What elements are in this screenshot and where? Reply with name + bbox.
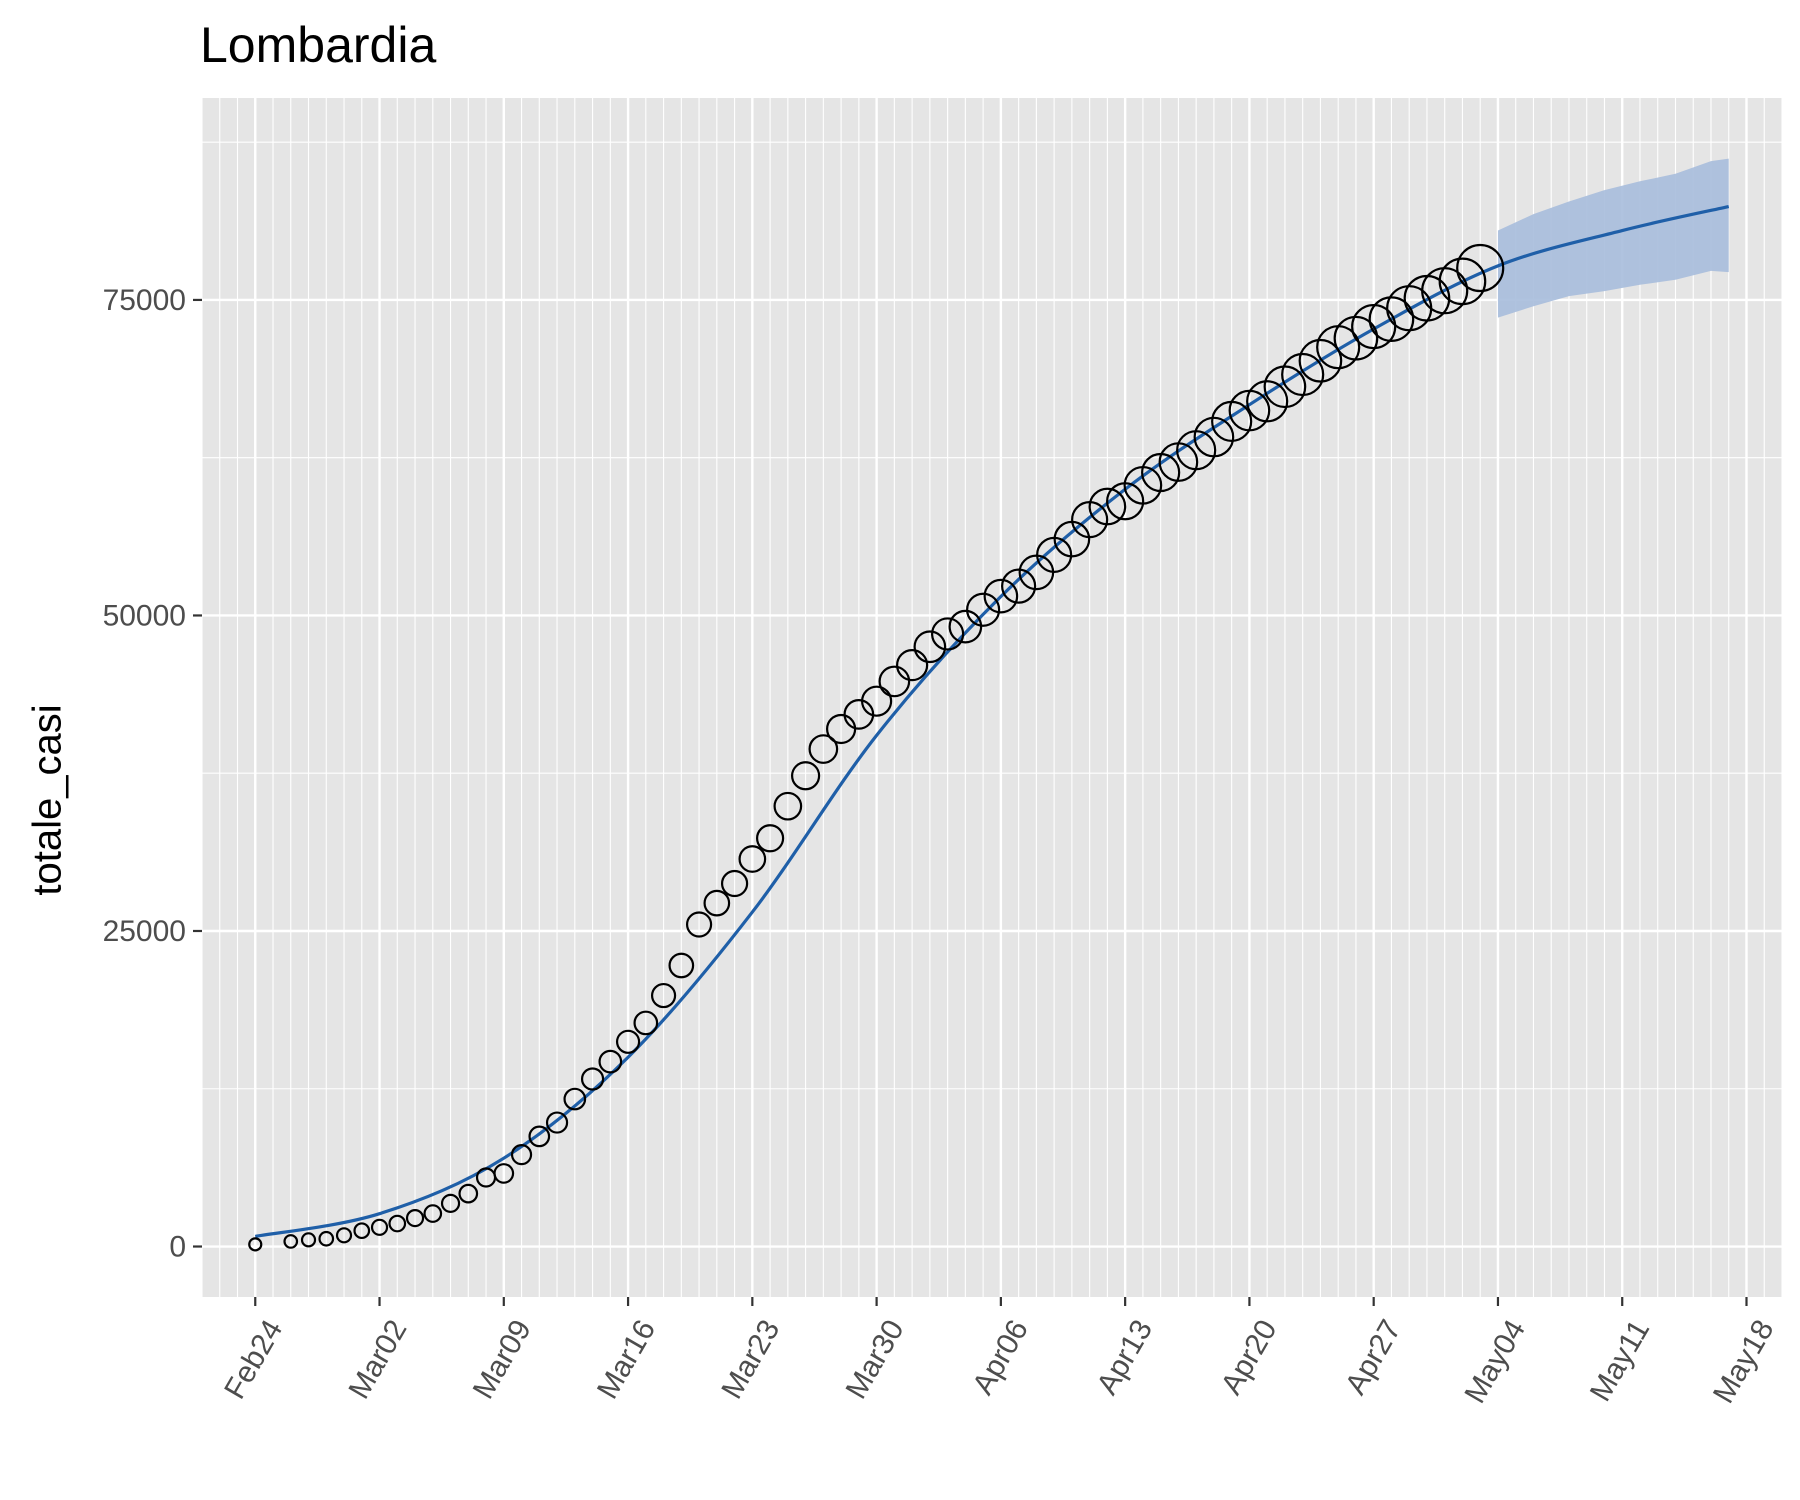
- x-tick-label: May18: [1707, 1314, 1781, 1408]
- data-point: [773, 791, 803, 821]
- x-tick-label: May11: [1584, 1314, 1656, 1407]
- data-point: [1368, 296, 1415, 342]
- x-tick-label: Feb24: [218, 1314, 289, 1404]
- data-point: [808, 734, 839, 764]
- data-point: [650, 982, 677, 1009]
- data-point: [598, 1049, 623, 1074]
- x-tick-label: Apr27: [1339, 1314, 1408, 1400]
- data-point: [790, 761, 821, 791]
- x-tick-label: May04: [1458, 1314, 1532, 1408]
- data-point: [370, 1218, 389, 1236]
- data-point: [1438, 257, 1487, 306]
- y-tick-label: 75000: [103, 284, 186, 317]
- data-point: [1333, 315, 1379, 361]
- x-tick-label: Apr13: [1091, 1314, 1160, 1400]
- data-point: [685, 911, 713, 938]
- y-axis: 0 25000 50000 75000: [103, 284, 202, 1264]
- data-point: [738, 845, 767, 873]
- data-point: [528, 1125, 551, 1148]
- y-tick-label: 25000: [103, 915, 186, 948]
- data-point: [1088, 487, 1127, 526]
- data-point: [1298, 338, 1343, 383]
- data-point: [913, 630, 947, 664]
- y-tick-label: 0: [169, 1231, 186, 1264]
- data-point: [896, 649, 929, 682]
- data-point: [248, 1237, 263, 1252]
- data-point: [1263, 365, 1307, 409]
- x-tick-label: Mar16: [591, 1314, 662, 1404]
- data-point: [353, 1222, 371, 1240]
- x-tick-label: Mar30: [840, 1314, 911, 1404]
- data-point: [703, 889, 731, 917]
- data-point: [966, 592, 1001, 627]
- data-point: [423, 1204, 443, 1223]
- data-point: [668, 952, 695, 979]
- x-tick-label: Mar02: [342, 1314, 413, 1404]
- fit-line: [254, 204, 1730, 1238]
- data-point: [300, 1232, 317, 1248]
- data-point: [983, 578, 1019, 614]
- data-point: [510, 1144, 533, 1166]
- data-point: [283, 1234, 299, 1249]
- data-point: [1193, 416, 1235, 458]
- confidence-band: [1497, 158, 1729, 318]
- data-point: [615, 1029, 641, 1054]
- data-point: [720, 869, 749, 898]
- data-point: [1456, 243, 1505, 293]
- data-point: [861, 685, 893, 717]
- data-point: [755, 824, 785, 853]
- x-tick-label: Mar09: [467, 1314, 538, 1404]
- data-point: [633, 1010, 659, 1036]
- data-point: [458, 1183, 479, 1204]
- data-point: [405, 1209, 425, 1228]
- data-point: [388, 1214, 407, 1233]
- data-point: [878, 665, 911, 698]
- data-point: [335, 1227, 353, 1244]
- data-point: [1246, 380, 1289, 423]
- grid-lines: [201, 98, 1783, 1297]
- chart-title: Lombardia: [200, 17, 437, 73]
- data-point: [318, 1230, 335, 1247]
- data-point: [1001, 568, 1037, 604]
- x-tick-label: Mar23: [715, 1314, 786, 1404]
- data-point: [580, 1067, 605, 1091]
- y-tick-label: 50000: [103, 599, 186, 632]
- data-point: [931, 617, 965, 651]
- x-axis: Feb24 Mar02 Mar09 Mar16 Mar23 Mar30 Apr06 Apr13…: [218, 1297, 1781, 1409]
- data-point: [1281, 352, 1325, 397]
- data-point: [493, 1163, 515, 1184]
- x-tick-label: Apr06: [966, 1314, 1035, 1400]
- data-point: [563, 1087, 587, 1111]
- data-points: [248, 243, 1505, 1252]
- x-tick-label: Apr20: [1215, 1314, 1284, 1400]
- data-point: [440, 1193, 461, 1213]
- data-point: [545, 1111, 569, 1134]
